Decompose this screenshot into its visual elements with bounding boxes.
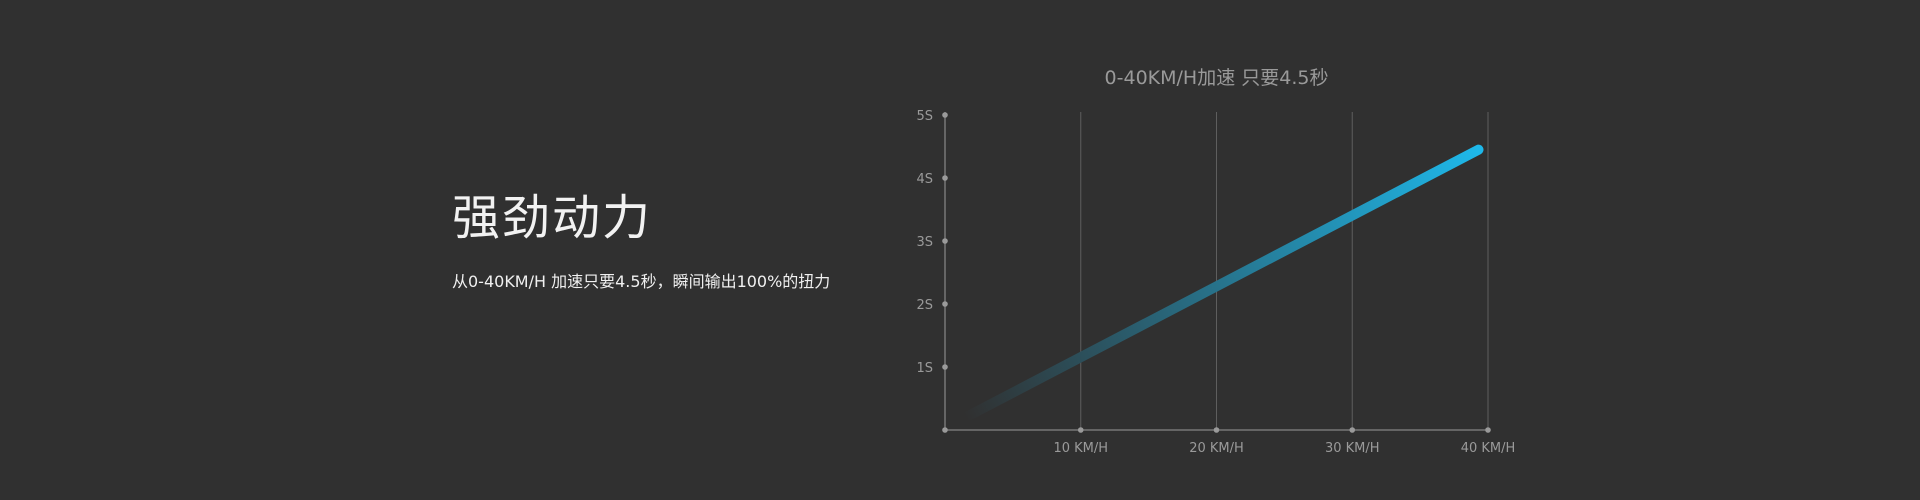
y-tick-dot [942, 238, 948, 244]
x-tick-dot [1485, 427, 1491, 433]
y-tick-label: 5S [916, 109, 933, 124]
origin-dot [942, 427, 948, 433]
acceleration-series-line [960, 144, 1484, 423]
y-tick-dot [942, 364, 948, 370]
tick-layer: 1S 2S 3S 4S 5S 10 KM/H 20 KM/H 30 KM/H 40 KM/H [916, 109, 1515, 456]
x-tick-dot [1349, 427, 1356, 433]
y-tick-dot [942, 112, 948, 118]
y-tick-dot [942, 175, 948, 181]
y-tick-label: 3S [916, 235, 933, 250]
x-tick-label: 20 KM/H [1189, 441, 1244, 456]
series-layer [960, 144, 1484, 423]
x-tick-dot [1077, 427, 1084, 433]
subline: 从0-40KM/H 加速只要4.5秒，瞬间输出100%的扭力 [452, 272, 831, 291]
y-tick-label: 1S [916, 361, 933, 376]
chart-title: 0-40KM/H加速 只要4.5秒 [1105, 67, 1329, 89]
x-tick-label: 10 KM/H [1053, 441, 1108, 456]
y-tick-dot [942, 301, 948, 307]
x-tick-label: 40 KM/H [1461, 441, 1516, 456]
y-tick-label: 2S [916, 298, 933, 313]
y-tick-label: 4S [916, 172, 933, 187]
headline: 强劲动力 [452, 190, 653, 246]
x-tick-dot [1213, 427, 1220, 433]
grid-layer [1080, 112, 1489, 430]
x-tick-label: 30 KM/H [1325, 441, 1380, 456]
